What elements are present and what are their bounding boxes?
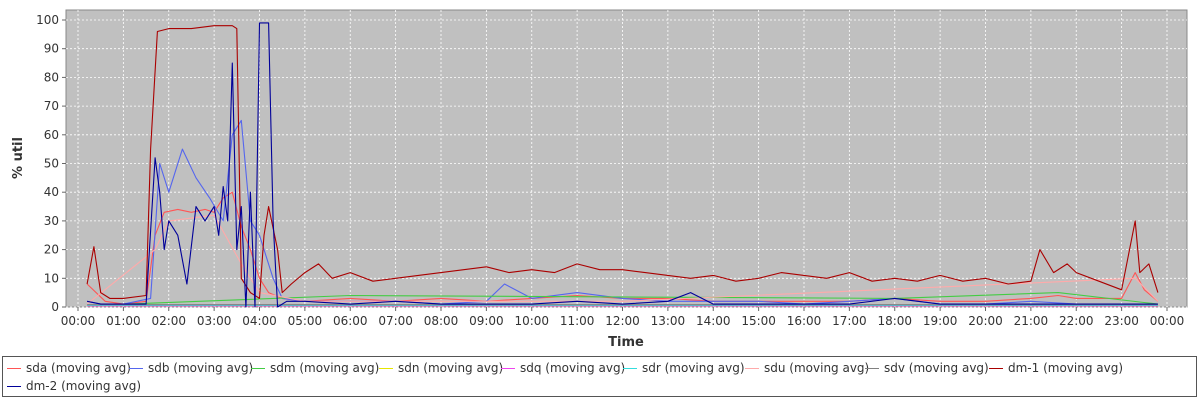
grid-layer [66,10,1187,308]
legend-item: sdn (moving avg) [379,360,503,376]
legend-label: dm-1 (moving avg) [1008,361,1124,375]
legend-label: sdv (moving avg) [884,361,989,375]
x-tick-label: 04:00 [242,314,277,328]
y-tick-label: 40 [44,185,59,199]
x-tick-label: 06:00 [333,314,368,328]
legend-swatch [623,367,637,369]
legend-item: sdr (moving avg) [623,360,745,376]
legend-swatch [379,367,393,369]
x-tick-label: 11:00 [560,314,595,328]
y-tick-label: 10 [44,271,59,285]
x-tick-label: 01:00 [106,314,141,328]
x-tick-label: 17:00 [832,314,867,328]
legend-item: sdq (moving avg) [501,360,625,376]
legend-swatch [865,367,879,369]
x-tick-label: 21:00 [1014,314,1049,328]
legend-label: sdn (moving avg) [398,361,504,375]
legend-swatch [129,367,143,369]
x-tick-label: 05:00 [288,314,323,328]
legend-item: dm-1 (moving avg) [989,360,1123,376]
x-tick-label: 16:00 [787,314,822,328]
x-tick-label: 00:00 [1150,314,1185,328]
x-tick-label: 19:00 [923,314,958,328]
plot-svg: 0 10 20 30 40 50 60 70 80 90 100 00:00 01:00 02:00 03:… [11,9,1188,350]
y-tick-label: 0 [51,300,59,314]
x-tick-label: 07:00 [378,314,413,328]
x-tick-label: 00:00 [61,314,96,328]
y-tick-label: 90 [44,42,59,56]
x-tick-label: 09:00 [469,314,504,328]
legend-item: dm-2 (moving avg) [7,378,141,394]
x-tick-label: 10:00 [514,314,549,328]
x-tick-label: 20:00 [968,314,1003,328]
series-layer [86,22,1159,308]
legend-label: dm-2 (moving avg) [26,379,142,393]
series-line-dm-1 [86,25,1159,299]
x-tick-label: 08:00 [424,314,459,328]
series-line-sda [86,191,1159,305]
x-tick-label: 23:00 [1104,314,1139,328]
legend: sda (moving avg) sdb (moving avg) sdm (mov… [2,356,1197,397]
x-tick-label: 13:00 [651,314,686,328]
y-tick-label: 50 [44,157,59,171]
legend-swatch [989,367,1003,369]
x-tick-label: 12:00 [605,314,640,328]
legend-swatch [7,385,21,387]
legend-label: sda (moving avg) [26,361,131,375]
legend-label: sdq (moving avg) [520,361,626,375]
legend-swatch [501,367,515,369]
y-tick-label: 80 [44,70,59,84]
x-tick-label: 22:00 [1059,314,1094,328]
legend-item: sdb (moving avg) [129,360,253,376]
legend-label: sdm (moving avg) [270,361,380,375]
series-line-dm-2 [86,22,1158,308]
x-tick-label: 15:00 [741,314,776,328]
legend-item: sdv (moving avg) [865,360,989,376]
y-tick-label: 100 [36,13,59,27]
legend-item: sda (moving avg) [7,360,131,376]
legend-label: sdr (moving avg) [642,361,745,375]
axis-layer: 0 10 20 30 40 50 60 70 80 90 100 00:00 01:00 02:00 03:… [36,13,1184,328]
legend-item: sdm (moving avg) [251,360,379,376]
legend-swatch [251,367,265,369]
legend-swatch [7,367,21,369]
y-tick-label: 30 [44,214,59,228]
series-line-sdu [86,214,1159,305]
y-tick-label: 70 [44,99,59,113]
x-tick-label: 03:00 [197,314,232,328]
y-tick-label: 60 [44,128,59,142]
legend-label: sdu (moving avg) [764,361,870,375]
x-axis-title: Time [608,335,644,350]
y-tick-label: 20 [44,243,59,257]
y-axis-title: % util [11,137,26,179]
x-tick-label: 02:00 [151,314,186,328]
legend-item: sdu (moving avg) [745,360,869,376]
x-tick-label: 18:00 [877,314,912,328]
x-tick-label: 14:00 [696,314,731,328]
legend-label: sdb (moving avg) [148,361,254,375]
legend-swatch [745,367,759,369]
